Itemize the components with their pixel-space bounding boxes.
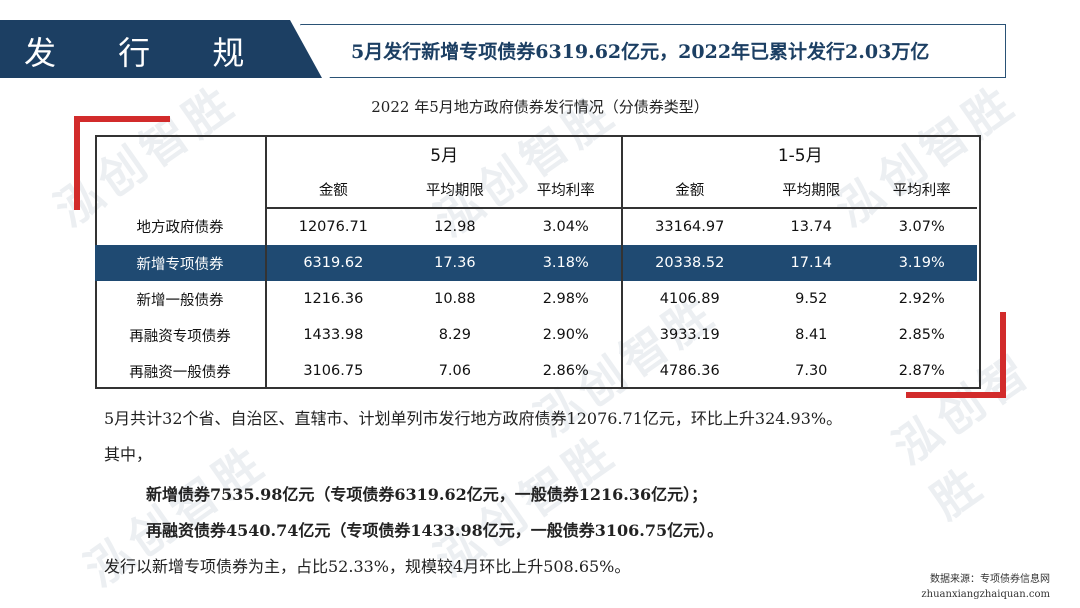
- source-url: zhuanxiangzhaiquan.com: [921, 589, 1050, 600]
- table-cell: 2.85%: [898, 327, 945, 343]
- table-cell: 3.19%: [866, 245, 977, 281]
- table-cell: 17.36: [399, 245, 511, 281]
- table-cell: 4106.89: [659, 291, 720, 307]
- row-label: 新增一般债券: [95, 281, 267, 317]
- table-cell: 1216.36: [303, 291, 364, 307]
- table-cell: 7.30: [795, 363, 828, 379]
- table-cell: 8.29: [438, 327, 471, 343]
- table-cell: 9.52: [795, 291, 828, 307]
- table-cell: 2.86%: [510, 353, 624, 389]
- table-cell: 2.87%: [898, 363, 945, 379]
- table-cell: 3106.75: [303, 363, 364, 379]
- table-cell: 13.74: [790, 219, 833, 235]
- column-header: 平均期限: [756, 171, 867, 209]
- table-cell: 3.07%: [898, 219, 945, 235]
- table-cell: 12.98: [434, 219, 476, 235]
- table-row-highlighted: 新增专项债券 6319.62 17.36 3.18% 20338.52 17.1…: [95, 245, 977, 281]
- table-cell: 3.04%: [510, 208, 624, 245]
- table-cell: 1433.98: [303, 327, 364, 343]
- table-cell: 20338.52: [622, 245, 757, 281]
- row-label: 地方政府债券: [95, 208, 267, 245]
- table-corner-cell: [95, 135, 267, 208]
- table-cell: 3933.19: [659, 327, 720, 343]
- table-title: 2022 年5月地方政府债券发行情况（分债券类型）: [371, 98, 709, 116]
- column-header: 金额: [266, 171, 400, 209]
- section-title-banner: 发 行 规 模: [0, 20, 322, 78]
- summary-paragraph: 5月共计32个省、自治区、直辖市、计划单列市发行地方政府债券12076.71亿元…: [104, 409, 843, 428]
- table-row: 新增一般债券 1216.36 10.88 2.98% 4106.89 9.52 …: [95, 281, 977, 317]
- table-cell: 4786.36: [659, 363, 720, 379]
- row-label: 新增专项债券: [95, 245, 267, 281]
- refinancing-bonds-line: 再融资债券4540.74亿元（专项债券1433.98亿元，一般债券3106.75…: [146, 521, 724, 540]
- table-cell: 2.92%: [898, 291, 945, 307]
- table-cell: 17.14: [756, 245, 867, 281]
- table-cell: 12076.71: [298, 219, 368, 235]
- column-header: 平均期限: [399, 171, 511, 209]
- group-header-jan-may: 1-5月: [777, 145, 823, 166]
- group-header-may: 5月: [266, 135, 624, 171]
- headline: 5月发行新增专项债券6319.62亿元，2022年已累计发行2.03万亿: [351, 41, 930, 63]
- summary-lead: 其中，: [104, 445, 153, 464]
- source-label: 数据来源：专项债券信息网: [930, 574, 1050, 585]
- table-cell: 6319.62: [266, 245, 400, 281]
- table-cell: 7.06: [438, 363, 471, 379]
- conclusion-paragraph: 发行以新增专项债券为主，占比52.33%，规模较4月环比上升508.65%。: [104, 557, 631, 576]
- corner-bracket-top-left: [74, 116, 170, 210]
- headline-banner: 5月发行新增专项债券6319.62亿元，2022年已累计发行2.03万亿: [300, 24, 1006, 78]
- row-label: 再融资一般债券: [95, 353, 267, 389]
- table-row: 再融资专项债券 1433.98 8.29 2.90% 3933.19 8.41 …: [95, 317, 977, 353]
- table-row: 地方政府债券 12076.71 12.98 3.04% 33164.97 13.…: [95, 208, 977, 245]
- corner-bracket-bottom-right: [906, 312, 1006, 398]
- column-header: 金额: [622, 171, 757, 209]
- row-label: 再融资专项债券: [95, 317, 267, 353]
- table-cell: 10.88: [434, 291, 476, 307]
- table-cell: 33164.97: [655, 219, 725, 235]
- table-cell: 2.98%: [510, 281, 624, 317]
- new-bonds-line: 新增债券7535.98亿元（专项债券6319.62亿元，一般债券1216.36亿…: [146, 485, 708, 504]
- table-cell: 2.90%: [510, 317, 624, 353]
- column-header: 平均利率: [510, 171, 624, 209]
- table-cell: 3.18%: [510, 245, 624, 281]
- table-cell: 8.41: [795, 327, 828, 343]
- data-source: 数据来源：专项债券信息网 zhuanxiangzhaiquan.com: [921, 572, 1050, 602]
- column-header: 平均利率: [866, 171, 977, 209]
- section-title: 发 行 规 模: [24, 34, 271, 118]
- table-row: 再融资一般债券 3106.75 7.06 2.86% 4786.36 7.30 …: [95, 353, 977, 389]
- bond-issuance-table: 5月 1-5月 金额 平均期限 平均利率 金额 平均期限 平均利率 地方政府债券…: [95, 135, 977, 389]
